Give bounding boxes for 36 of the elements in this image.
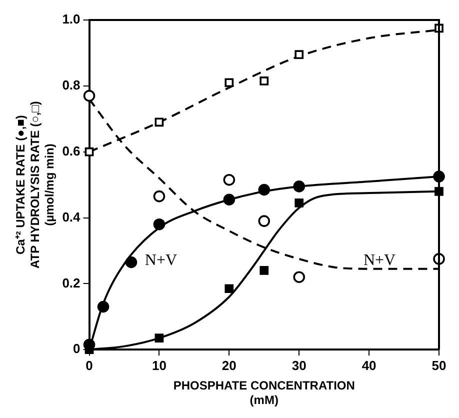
point bbox=[223, 194, 236, 206]
point bbox=[294, 198, 304, 208]
point bbox=[125, 256, 138, 268]
point bbox=[97, 300, 110, 313]
point bbox=[260, 76, 269, 86]
annotation: N+V bbox=[363, 252, 396, 269]
x-tick-label: 30 bbox=[292, 358, 306, 373]
y-axis-title: Ca⁺² UPTAKE RATE (●,■) ATP HYDROLYSIS RATE (○,□) (µmol/mg min) bbox=[14, 101, 56, 269]
point bbox=[153, 190, 166, 202]
x-axis-title: PHOSPHATE CONCENTRATION (mM) bbox=[173, 378, 355, 408]
point bbox=[84, 147, 94, 156]
x-tick-label: 0 bbox=[86, 358, 93, 373]
point bbox=[258, 184, 270, 196]
point bbox=[83, 90, 96, 102]
point bbox=[224, 284, 234, 294]
y-tick-label: 1.0 bbox=[62, 12, 80, 27]
point bbox=[260, 266, 269, 275]
x-tick-label: 10 bbox=[152, 358, 166, 373]
y-tick-label: 0.6 bbox=[62, 143, 80, 158]
x-tick-label: 40 bbox=[362, 358, 376, 373]
point bbox=[293, 271, 306, 283]
point bbox=[154, 118, 164, 127]
point bbox=[153, 218, 166, 230]
x-tick-label: 50 bbox=[432, 358, 446, 373]
point bbox=[224, 78, 234, 88]
point bbox=[154, 334, 164, 342]
x-tick-label: 20 bbox=[222, 358, 236, 373]
point bbox=[293, 180, 306, 192]
y-tick-label: 0.4 bbox=[62, 209, 82, 224]
point bbox=[294, 50, 304, 60]
y-tick-label: 0.8 bbox=[62, 78, 80, 92]
point bbox=[258, 215, 270, 227]
annotation: N+V bbox=[144, 252, 178, 269]
y-tick-label: 0.2 bbox=[62, 275, 80, 290]
point bbox=[223, 174, 236, 186]
y-tick-label: 0 bbox=[73, 341, 80, 356]
